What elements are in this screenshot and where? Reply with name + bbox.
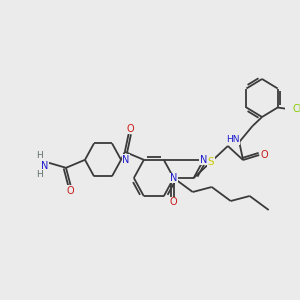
Text: H: H — [36, 170, 43, 179]
Text: O: O — [127, 124, 134, 134]
Text: N: N — [200, 155, 207, 165]
Text: S: S — [208, 157, 214, 167]
Text: H: H — [36, 151, 43, 160]
Text: HN: HN — [226, 136, 239, 145]
Text: O: O — [67, 186, 74, 196]
Text: O: O — [260, 150, 268, 160]
Text: N: N — [122, 155, 130, 165]
Text: N: N — [170, 173, 177, 183]
Text: O: O — [170, 197, 178, 207]
Text: N: N — [41, 161, 49, 171]
Text: Cl: Cl — [293, 104, 300, 115]
